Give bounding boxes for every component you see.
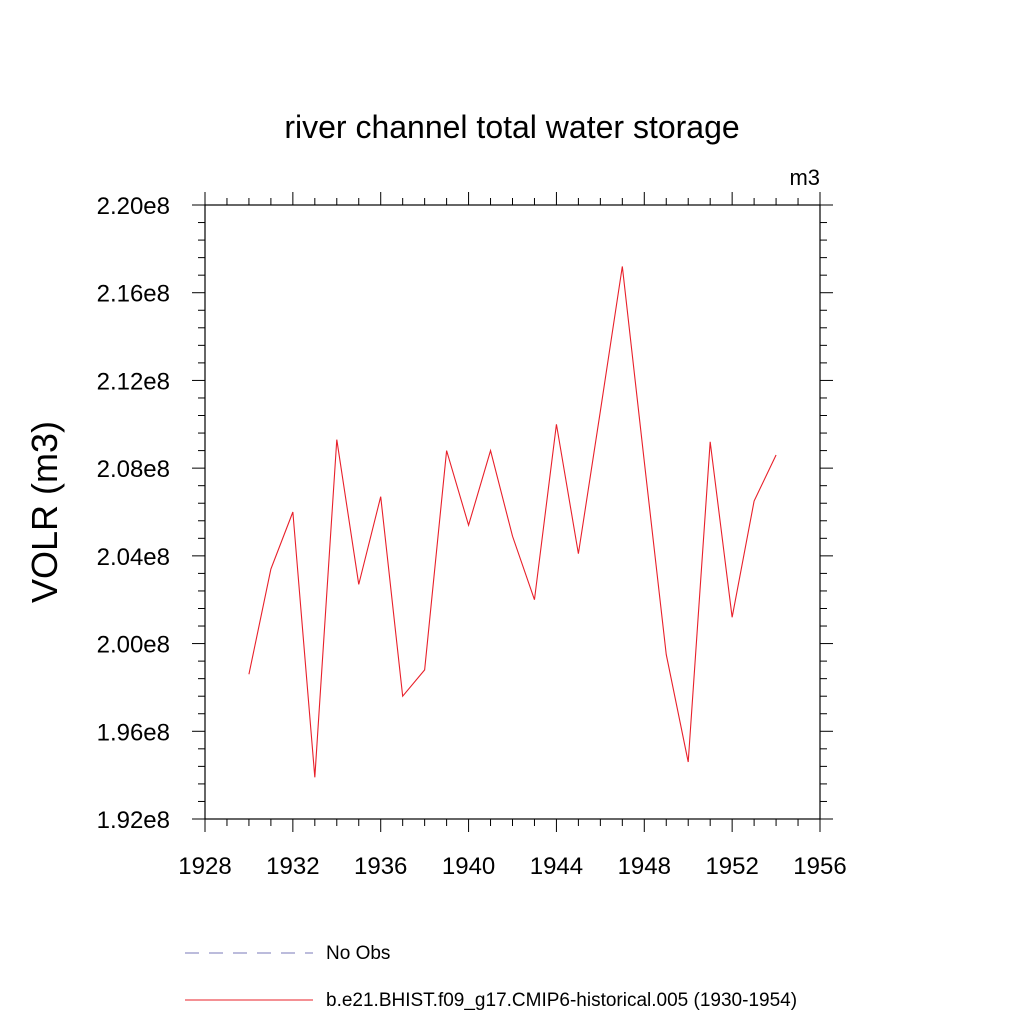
y-tick-label: 2.20e8 — [97, 193, 170, 220]
plot-frame — [204, 204, 821, 820]
x-tick-label: 1940 — [442, 853, 495, 880]
legend-label-no-obs: No Obs — [326, 943, 390, 964]
y-tick-label: 1.92e8 — [97, 807, 170, 834]
x-tick-label: 1928 — [178, 853, 231, 880]
chart-title: river channel total water storage — [284, 109, 739, 145]
y-tick-label: 1.96e8 — [97, 719, 170, 746]
y-tick-label: 2.12e8 — [97, 368, 170, 395]
y-tick-label: 2.16e8 — [97, 281, 170, 308]
series-layer — [248, 266, 777, 778]
y-tick-label: 2.08e8 — [97, 456, 170, 483]
legend: No Obs b.e21.BHIST.f09_g17.CMIP6-histori… — [185, 943, 797, 1011]
units-label: m3 — [789, 165, 820, 190]
legend-label-historical: b.e21.BHIST.f09_g17.CMIP6-historical.005… — [326, 990, 797, 1011]
x-tick-label: 1932 — [266, 853, 319, 880]
series-line — [248, 266, 777, 778]
x-tick-label: 1948 — [618, 853, 671, 880]
axis-ticks — [192, 192, 833, 832]
y-tick-label: 2.04e8 — [97, 544, 170, 571]
x-tick-label: 1944 — [530, 853, 583, 880]
y-tick-label: 2.00e8 — [97, 632, 170, 659]
y-tick-labels: 1.92e8 1.96e8 2.00e8 2.04e8 2.08e8 2.12e8 2.16… — [97, 193, 170, 834]
x-tick-label: 1956 — [793, 853, 846, 880]
y-axis-label: VOLR (m3) — [24, 421, 65, 603]
x-tick-labels: 1928 1932 1936 1940 1944 1948 1952 1956 — [178, 853, 846, 880]
x-tick-label: 1952 — [705, 853, 758, 880]
x-tick-label: 1936 — [354, 853, 407, 880]
